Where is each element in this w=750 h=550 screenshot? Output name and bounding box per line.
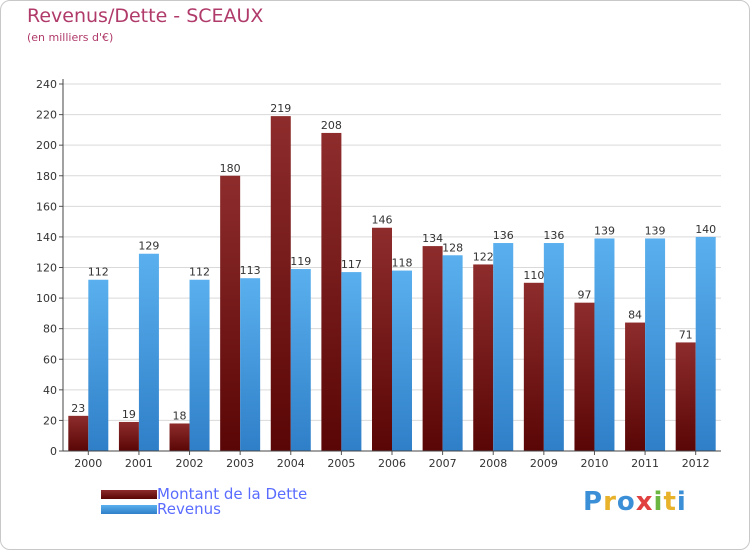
legend-label-debt: Montant de la Dette [157, 485, 308, 503]
bar-revenus [290, 269, 311, 451]
bar-debt [625, 322, 646, 451]
data-label: 146 [372, 214, 393, 227]
bar-debt [169, 423, 190, 451]
data-label: 119 [290, 255, 311, 268]
bar-revenus [189, 279, 210, 451]
data-label: 84 [628, 309, 642, 322]
y-tick-label: 200 [36, 139, 57, 152]
bar-debt [574, 302, 595, 451]
data-label: 219 [270, 102, 291, 115]
data-label: 118 [392, 257, 413, 270]
logo-letter: P [583, 487, 604, 517]
x-tick-label: 2002 [176, 457, 204, 470]
x-tick-label: 2009 [530, 457, 558, 470]
data-label: 19 [122, 408, 136, 421]
data-label: 112 [189, 266, 210, 279]
x-tick-label: 2003 [226, 457, 254, 470]
data-label: 180 [220, 162, 241, 175]
x-tick-label: 2004 [277, 457, 305, 470]
bar-revenus [88, 279, 109, 451]
bar-revenus [442, 255, 463, 451]
bar-revenus [493, 243, 514, 451]
y-tick-label: 0 [50, 445, 57, 458]
data-label: 134 [422, 232, 443, 245]
y-tick-label: 160 [36, 200, 57, 213]
x-tick-label: 2010 [580, 457, 608, 470]
legend-swatch-revenus [101, 505, 157, 514]
bar-debt [523, 282, 544, 451]
x-tick-label: 2006 [378, 457, 406, 470]
data-label: 71 [679, 328, 693, 341]
legend-swatch-debt [101, 490, 157, 499]
bar-debt [422, 246, 443, 451]
bar-debt [118, 421, 139, 451]
data-label: 113 [240, 264, 261, 277]
chart-subtitle: (en milliers d'€) [27, 31, 114, 44]
bar-revenus [138, 253, 159, 451]
y-tick-label: 140 [36, 231, 57, 244]
data-label: 129 [138, 240, 159, 253]
bar-revenus [240, 278, 261, 451]
y-tick-label: 20 [43, 414, 57, 427]
data-label: 117 [341, 258, 362, 271]
data-label: 128 [442, 241, 463, 254]
bar-revenus [695, 236, 716, 451]
data-label: 18 [173, 409, 187, 422]
bar-debt [473, 264, 494, 451]
legend-label-revenus: Revenus [157, 500, 221, 518]
data-label: 136 [493, 229, 514, 242]
bar-debt [321, 132, 342, 451]
y-tick-label: 240 [36, 78, 57, 91]
bar-revenus [392, 270, 412, 451]
data-label: 139 [594, 224, 615, 237]
bar-revenus [341, 272, 362, 451]
logo-letter: o [616, 487, 636, 517]
data-label: 23 [71, 402, 85, 415]
data-label: 136 [543, 229, 564, 242]
proxiti-logo: Proxiti [583, 487, 687, 517]
y-tick-label: 180 [36, 170, 57, 183]
x-tick-label: 2001 [125, 457, 153, 470]
bar-debt [270, 116, 291, 452]
data-label: 110 [523, 269, 544, 282]
y-tick-label: 220 [36, 109, 57, 122]
x-tick-label: 2000 [74, 457, 102, 470]
data-label: 97 [577, 289, 591, 302]
data-label: 208 [321, 119, 342, 132]
x-tick-label: 2007 [429, 457, 457, 470]
x-tick-label: 2011 [631, 457, 659, 470]
data-label: 140 [695, 223, 716, 236]
y-tick-label: 40 [43, 384, 57, 397]
bar-revenus [594, 238, 615, 451]
bar-debt [675, 342, 696, 451]
bar-revenus [543, 243, 564, 451]
x-tick-label: 2005 [327, 457, 355, 470]
y-tick-label: 120 [36, 262, 57, 275]
data-label: 112 [88, 266, 109, 279]
chart-title: Revenus/Dette - SCEAUX [27, 5, 264, 27]
logo-letter: i [653, 487, 664, 517]
data-label: 122 [473, 250, 494, 263]
logo-letter: x [635, 487, 654, 517]
bar-debt [220, 175, 241, 451]
bar-debt [68, 415, 89, 451]
y-tick-label: 60 [43, 353, 57, 366]
x-tick-label: 2012 [682, 457, 710, 470]
bar-revenus [645, 238, 666, 451]
x-tick-label: 2008 [479, 457, 507, 470]
logo-letter: r [603, 487, 617, 517]
y-tick-label: 100 [36, 292, 57, 305]
logo-letter: i [676, 487, 687, 517]
y-tick-label: 80 [43, 323, 57, 336]
bar-debt [372, 227, 392, 451]
data-label: 139 [645, 224, 666, 237]
logo-letter: t [663, 487, 677, 517]
